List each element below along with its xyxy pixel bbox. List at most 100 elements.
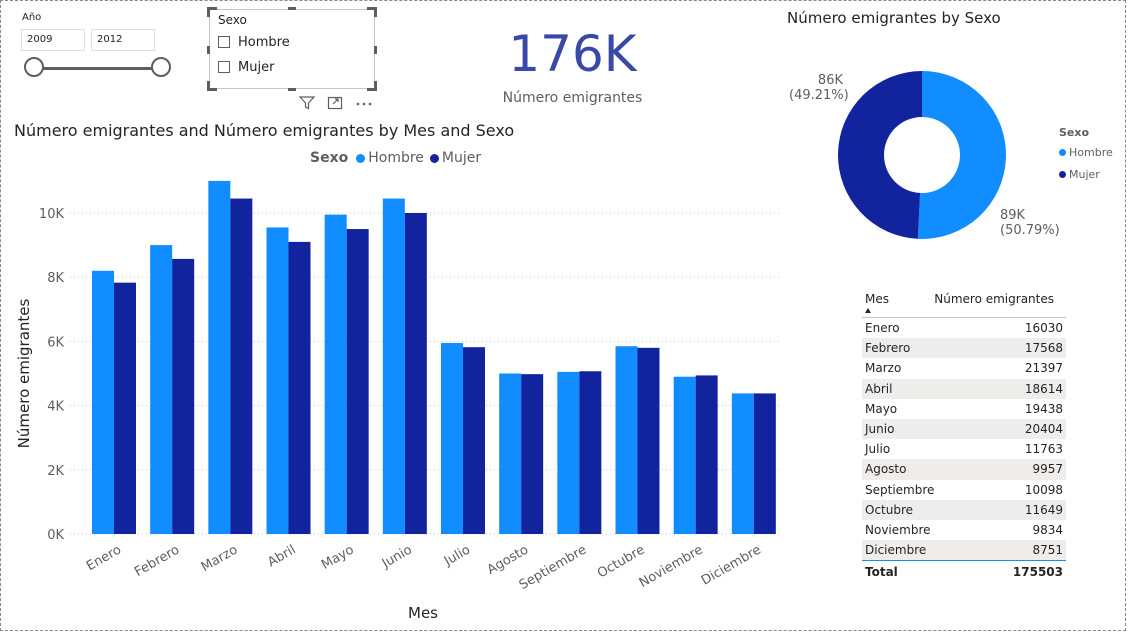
bar-mujer <box>521 374 544 534</box>
cell-emigrantes: 16030 <box>1024 321 1063 336</box>
bar-mujer <box>346 229 369 535</box>
legend-dot <box>429 153 439 163</box>
cell-mes: Abril <box>865 381 893 396</box>
table-row[interactable]: Septiembre 10098 <box>862 480 1066 500</box>
checkbox[interactable] <box>218 61 230 73</box>
legend-dot <box>356 153 366 163</box>
bar-hombre <box>557 371 580 534</box>
table-row[interactable]: Julio 11763 <box>862 439 1066 459</box>
table-row[interactable]: Abril 18614 <box>862 378 1066 399</box>
sexo-slicer: Sexo Hombre Mujer <box>207 7 377 91</box>
bar-hombre <box>324 214 347 535</box>
bar-mujer <box>579 371 602 534</box>
cell-mes: Febrero <box>865 341 911 356</box>
year-slider-track[interactable] <box>34 67 162 70</box>
sexo-option-hombre[interactable]: Hombre <box>218 32 290 52</box>
x-tick-label: Febrero <box>132 542 182 580</box>
cell-mes: Junio <box>865 422 895 437</box>
x-tick-label: Enero <box>84 542 124 574</box>
sort-ascending-icon[interactable] <box>865 308 871 313</box>
donut-slice-mujer[interactable] <box>837 71 922 239</box>
cell-mes: Enero <box>865 321 900 336</box>
donut-value-mujer: 86K <box>817 73 843 88</box>
year-to-input[interactable]: 2012 <box>91 29 155 51</box>
bar-hombre <box>92 270 114 534</box>
bar-mujer <box>753 393 776 534</box>
option-label: Hombre <box>238 34 290 50</box>
table-header: Mes Número emigrantes <box>862 290 1066 318</box>
table-total-row: Total 175503 <box>862 560 1066 582</box>
kpi-label: Número emigrantes <box>502 90 643 106</box>
bar-chart-legend: Sexo Hombre Mujer <box>310 150 487 166</box>
checkbox[interactable] <box>218 36 230 48</box>
cell-emigrantes: 9834 <box>1032 522 1063 537</box>
bar-mujer <box>172 258 195 534</box>
donut-slice-hombre[interactable] <box>917 71 1006 239</box>
y-tick-label: 8K <box>47 271 64 286</box>
year-slider-end-handle[interactable] <box>151 57 171 77</box>
focus-mode-icon[interactable] <box>327 95 345 110</box>
y-tick-label: 2K <box>47 464 64 479</box>
bar-mujer <box>463 347 485 534</box>
cell-mes: Agosto <box>865 462 907 477</box>
legend-title: Sexo <box>310 150 349 166</box>
bar-chart: 0K 2K 4K 6K 8K 10K Número emigrantes Mes Enero Fe… <box>15 180 780 622</box>
cell-mes: Diciembre <box>865 543 927 558</box>
more-options-icon[interactable] <box>355 95 373 109</box>
donut-value-hombre: 89K <box>1000 208 1026 223</box>
donut-chart-title: Número emigrantes by Sexo <box>787 9 1001 27</box>
option-label: Mujer <box>238 59 275 75</box>
bar-chart-title: Número emigrantes and Número emigrantes … <box>14 121 515 140</box>
legend-item-hombre[interactable]: Hombre <box>356 150 424 166</box>
table-row[interactable]: Agosto 9957 <box>862 459 1066 480</box>
total-label: Total <box>865 564 898 579</box>
donut-legend-title: Sexo <box>1059 126 1090 139</box>
cell-emigrantes: 10098 <box>1024 482 1063 497</box>
x-tick-label: Julio <box>441 542 473 569</box>
cell-mes: Septiembre <box>865 482 935 497</box>
x-tick-label: Noviembre <box>637 542 706 590</box>
table-row[interactable]: Mayo 19438 <box>862 399 1066 419</box>
cell-emigrantes: 19438 <box>1024 401 1063 416</box>
sexo-option-mujer[interactable]: Mujer <box>218 57 274 77</box>
donut-chart <box>837 71 1006 239</box>
legend-label: Mujer <box>441 150 482 166</box>
bar-hombre <box>382 198 405 534</box>
column-header-mes[interactable]: Mes <box>865 292 889 306</box>
table-row[interactable]: Enero 16030 <box>862 318 1066 338</box>
column-header-emigrantes[interactable]: Número emigrantes <box>934 292 1054 306</box>
cell-mes: Noviembre <box>865 522 931 537</box>
table-row[interactable]: Diciembre 8751 <box>862 540 1066 561</box>
bar-mujer <box>230 198 253 534</box>
x-tick-label: Junio <box>379 542 415 571</box>
y-tick-label: 0K <box>47 528 64 543</box>
legend-label: Mujer <box>1069 168 1100 181</box>
year-from-input[interactable]: 2009 <box>21 29 85 51</box>
year-slider-start-handle[interactable] <box>24 57 44 77</box>
bar-mujer <box>637 347 660 534</box>
table-row[interactable]: Junio 20404 <box>862 418 1066 440</box>
y-tick-label: 6K <box>47 335 64 350</box>
cell-emigrantes: 21397 <box>1024 361 1063 376</box>
x-tick-label: Mayo <box>319 542 357 572</box>
bar-mujer <box>288 241 311 534</box>
filter-icon[interactable] <box>298 95 317 110</box>
table-row[interactable]: Febrero 17568 <box>862 338 1066 359</box>
donut-pct-mujer: (49.21%) <box>789 88 849 103</box>
cell-emigrantes: 18614 <box>1024 381 1063 396</box>
total-value: 175503 <box>1012 564 1063 579</box>
y-tick-label: 10K <box>39 207 65 222</box>
cell-emigrantes: 9957 <box>1032 462 1063 477</box>
table-row[interactable]: Octubre 11649 <box>862 499 1066 520</box>
bar-mujer <box>695 375 718 534</box>
donut-legend-item-hombre[interactable]: Hombre <box>1059 146 1113 159</box>
cell-emigrantes: 11763 <box>1024 442 1063 457</box>
bar-hombre <box>673 376 696 534</box>
table-row[interactable]: Noviembre 9834 <box>862 520 1066 540</box>
sexo-slicer-title: Sexo <box>218 13 247 27</box>
table-row[interactable]: Marzo 21397 <box>862 358 1066 378</box>
cell-emigrantes: 17568 <box>1024 341 1063 356</box>
y-axis-title: Número emigrantes <box>15 298 33 448</box>
donut-legend-item-mujer[interactable]: Mujer <box>1059 168 1100 181</box>
legend-item-mujer[interactable]: Mujer <box>429 150 482 166</box>
